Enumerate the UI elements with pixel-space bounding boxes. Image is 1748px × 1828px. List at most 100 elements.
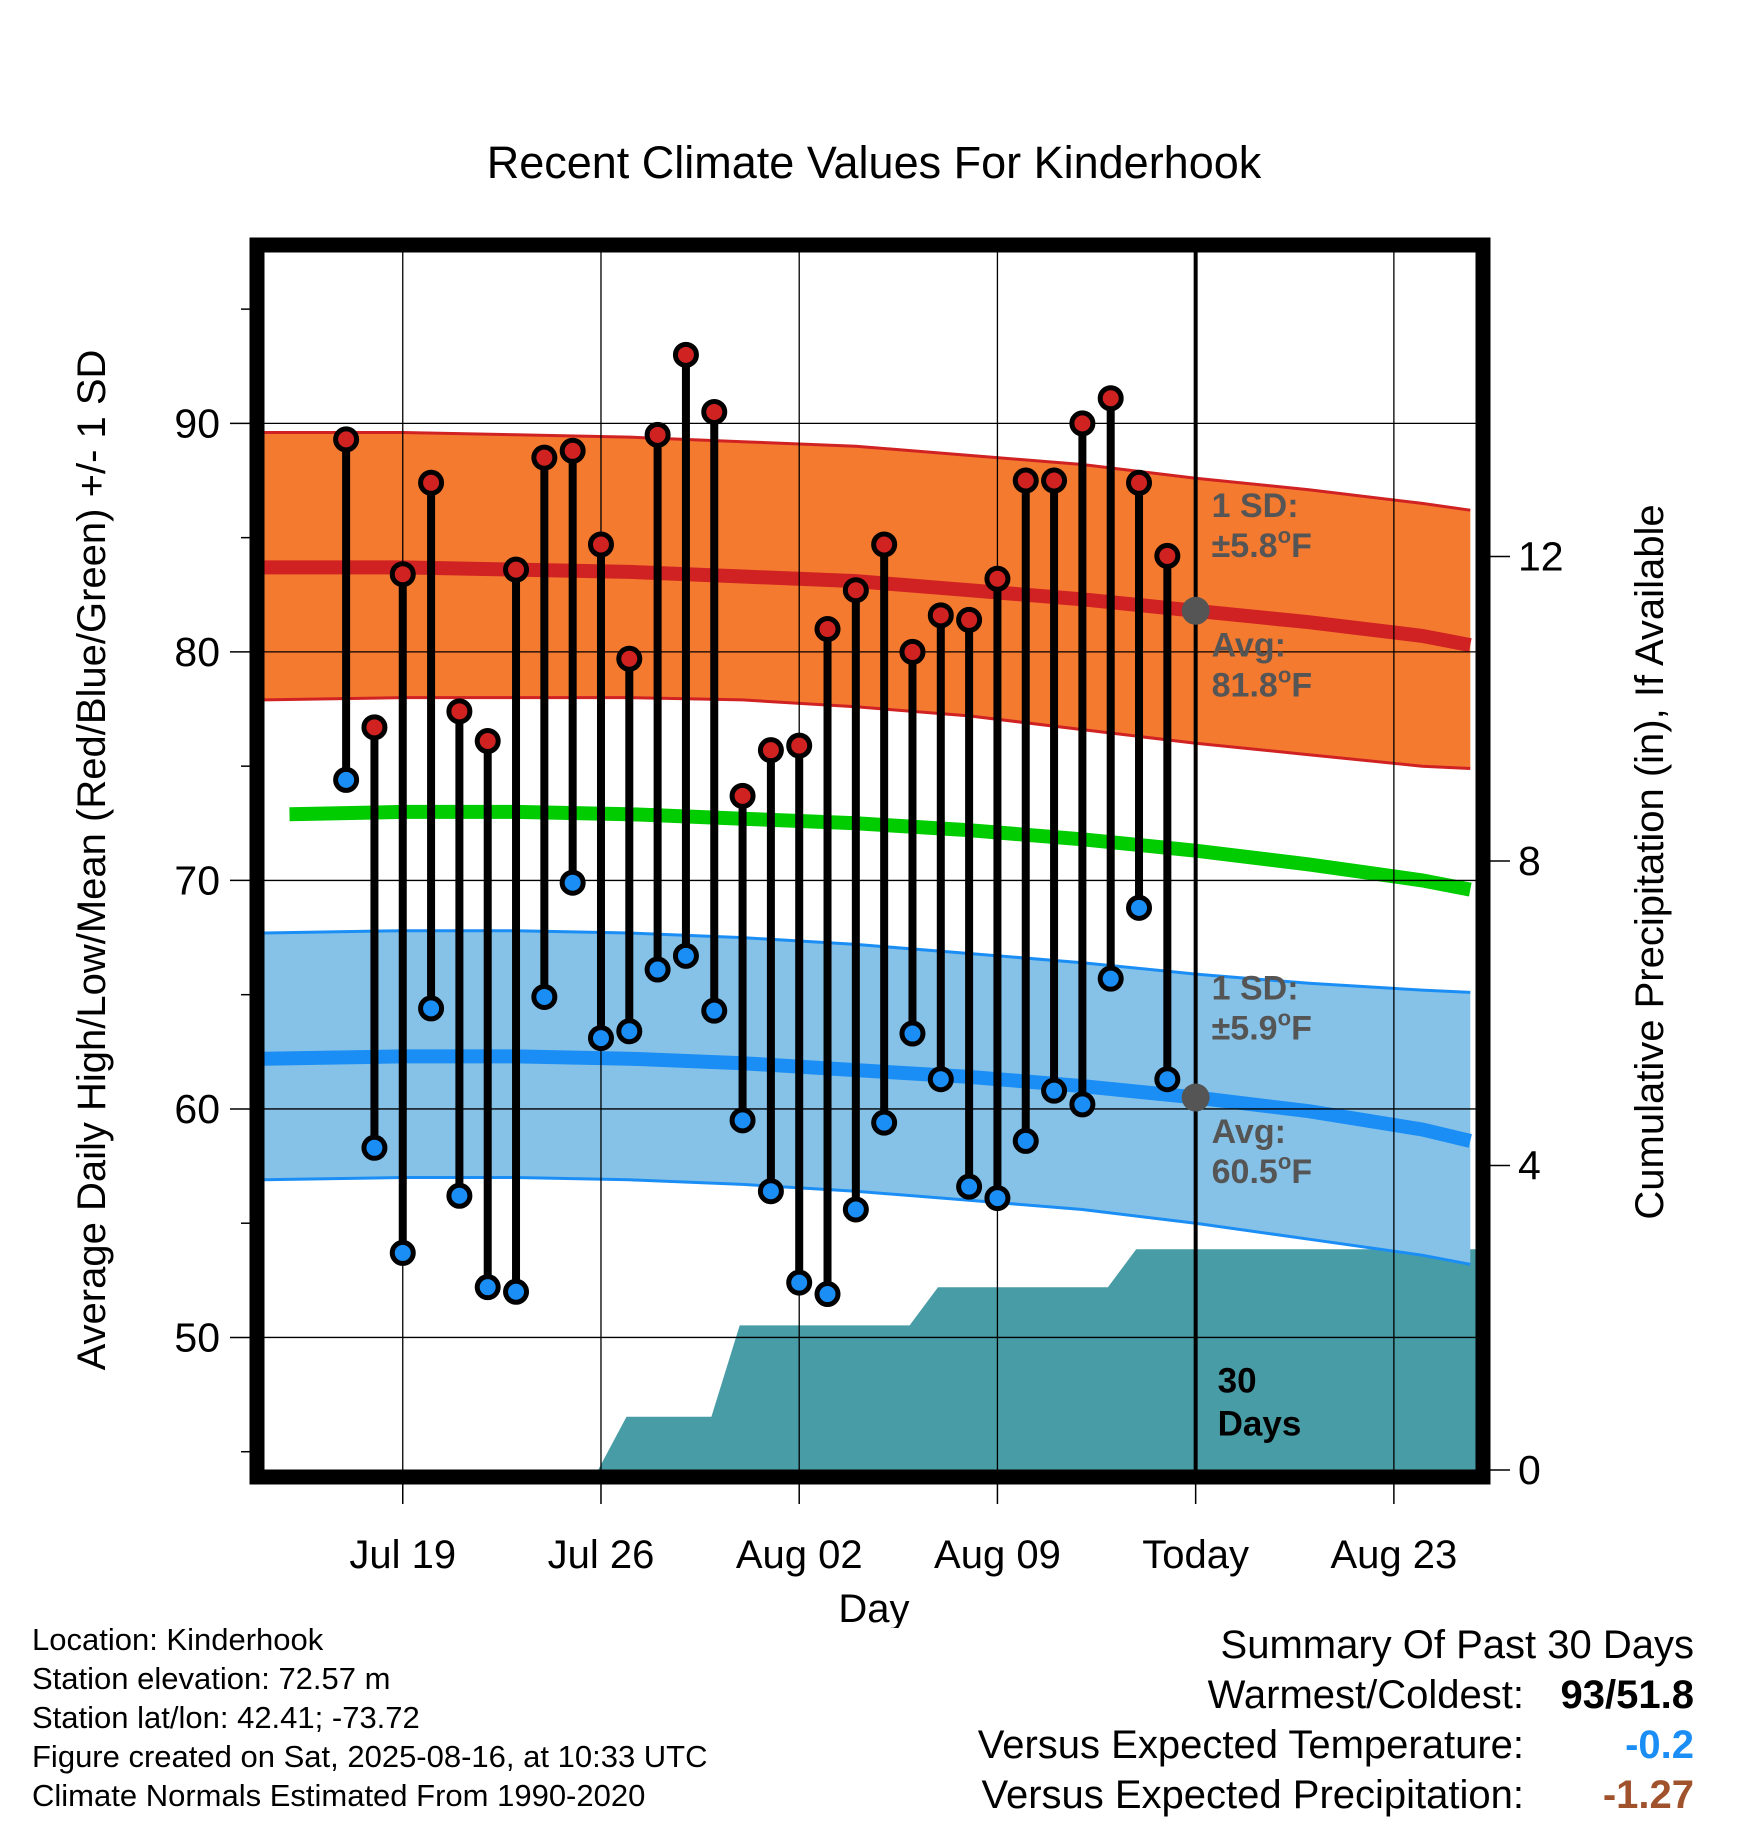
daily-high-point bbox=[474, 728, 501, 755]
chart-title: Recent Climate Values For Kinderhook bbox=[487, 137, 1262, 188]
low-avg-annotation: 60.5oF bbox=[1212, 1149, 1312, 1191]
daily-low-point bbox=[1012, 1127, 1039, 1154]
daily-high-point bbox=[1126, 469, 1153, 496]
summary-panel: Summary Of Past 30 Days Warmest/Coldest:… bbox=[978, 1620, 1694, 1820]
x-tick-label: Aug 23 bbox=[1330, 1533, 1457, 1577]
station-info: Location: Kinderhook Station elevation: … bbox=[32, 1620, 708, 1815]
daily-low-point bbox=[1154, 1066, 1181, 1093]
daily-high-point bbox=[389, 561, 416, 588]
today-normal-high-marker bbox=[1181, 596, 1210, 625]
daily-low-point bbox=[446, 1182, 473, 1209]
normal-mean-line bbox=[289, 804, 1472, 897]
normal-low-avg-line bbox=[264, 1049, 1472, 1148]
warmest-coldest-value: 93/51.8 bbox=[1524, 1670, 1694, 1720]
y-left-tick-label: 50 bbox=[174, 1314, 220, 1360]
daily-low-point bbox=[984, 1185, 1011, 1212]
high-avg-annotation: Avg: bbox=[1212, 626, 1286, 664]
y-right-tick-label: 4 bbox=[1518, 1143, 1541, 1189]
daily-high-point bbox=[701, 398, 728, 425]
low-sd-annotation: ±5.9oF bbox=[1212, 1005, 1312, 1047]
daily-low-point bbox=[361, 1134, 388, 1161]
summary-warmest-coldest-row: Warmest/Coldest: 93/51.8 bbox=[978, 1670, 1694, 1720]
daily-high-point bbox=[1097, 385, 1124, 412]
x-tick-label: Jul 19 bbox=[349, 1533, 456, 1577]
y-right-tick-label: 8 bbox=[1518, 838, 1541, 884]
daily-low-point bbox=[927, 1066, 954, 1093]
daily-high-point bbox=[729, 782, 756, 809]
daily-low-point bbox=[1126, 894, 1153, 921]
high-avg-annotation: 81.8oF bbox=[1212, 662, 1312, 704]
daily-low-point bbox=[559, 869, 586, 896]
daily-low-point bbox=[418, 995, 445, 1022]
daily-high-point bbox=[531, 444, 558, 471]
precip-departure-value: -1.27 bbox=[1602, 1773, 1694, 1817]
warmest-value: 93 bbox=[1560, 1673, 1606, 1717]
daily-high-point bbox=[644, 421, 671, 448]
plot-area bbox=[264, 252, 1476, 1470]
temp-departure-value: -0.2 bbox=[1625, 1723, 1694, 1767]
today-days-label: 30 bbox=[1218, 1361, 1257, 1400]
warmest-coldest-slash: / bbox=[1605, 1673, 1617, 1717]
station-elevation: Station elevation: 72.57 m bbox=[32, 1661, 391, 1696]
daily-high-point bbox=[1154, 542, 1181, 569]
normal-low-lower-sd-line bbox=[264, 1176, 1471, 1266]
daily-low-point bbox=[729, 1107, 756, 1134]
climate-chart: Recent Climate Values For Kinderhook 1 S… bbox=[70, 137, 1672, 1628]
x-tick-label: Aug 09 bbox=[934, 1533, 1061, 1577]
y-left-tick-label: 60 bbox=[174, 1086, 220, 1132]
y-right-tick-label: 0 bbox=[1518, 1447, 1541, 1493]
daily-low-point bbox=[587, 1025, 614, 1052]
daily-high-point bbox=[1041, 467, 1068, 494]
today-normal-low-marker bbox=[1181, 1083, 1210, 1112]
plot-frame bbox=[249, 237, 1491, 1485]
daily-low-point bbox=[1069, 1091, 1096, 1118]
daily-high-point bbox=[418, 469, 445, 496]
daily-high-point bbox=[984, 565, 1011, 592]
daily-high-point bbox=[587, 531, 614, 558]
y-left-tick-label: 90 bbox=[174, 400, 220, 446]
precip-area bbox=[264, 1249, 1476, 1470]
daily-high-point bbox=[842, 577, 869, 604]
daily-low-point bbox=[616, 1018, 643, 1045]
daily-high-point bbox=[559, 437, 586, 464]
daily-low-point bbox=[899, 1020, 926, 1047]
daily-low-point bbox=[1041, 1077, 1068, 1104]
summary-temperature-row: Versus Expected Temperature: -0.2 bbox=[978, 1720, 1694, 1770]
x-axis-label: Day bbox=[838, 1587, 909, 1628]
x-tick-label: Today bbox=[1142, 1533, 1249, 1577]
daily-low-point bbox=[503, 1278, 530, 1305]
normal-high-upper-sd-line bbox=[264, 431, 1471, 512]
today-days-label: Days bbox=[1218, 1404, 1302, 1443]
daily-high-point bbox=[503, 556, 530, 583]
climate-normals-note: Climate Normals Estimated From 1990-2020 bbox=[32, 1778, 646, 1813]
daily-low-point bbox=[701, 997, 728, 1024]
daily-high-point bbox=[1012, 467, 1039, 494]
daily-high-point bbox=[814, 616, 841, 643]
daily-high-point bbox=[361, 714, 388, 741]
temp-departure-label: Versus Expected Temperature: bbox=[977, 1723, 1524, 1767]
daily-low-point bbox=[474, 1274, 501, 1301]
daily-low-point bbox=[333, 766, 360, 793]
daily-low-point bbox=[786, 1269, 813, 1296]
low-avg-annotation: Avg: bbox=[1212, 1113, 1286, 1151]
y-left-tick-label: 70 bbox=[174, 857, 220, 903]
x-tick-label: Aug 02 bbox=[736, 1533, 863, 1577]
daily-low-point bbox=[956, 1173, 983, 1200]
daily-low-point bbox=[672, 942, 699, 969]
daily-high-point bbox=[333, 426, 360, 453]
precip-departure-label: Versus Expected Precipitation: bbox=[981, 1773, 1524, 1817]
y-left-tick-label: 80 bbox=[174, 629, 220, 675]
daily-high-point bbox=[672, 341, 699, 368]
daily-high-point bbox=[616, 645, 643, 672]
daily-low-point bbox=[1097, 965, 1124, 992]
low-sd-annotation: 1 SD: bbox=[1212, 969, 1299, 1007]
normal-high-avg-line bbox=[264, 560, 1472, 652]
daily-low-point bbox=[757, 1178, 784, 1205]
station-location: Location: Kinderhook bbox=[32, 1622, 324, 1657]
normal-high-band bbox=[264, 432, 1471, 769]
daily-high-point bbox=[446, 698, 473, 725]
y-left-label: Average Daily High/Low/Mean (Red/Blue/Gr… bbox=[70, 350, 114, 1371]
summary-title: Summary Of Past 30 Days bbox=[1220, 1623, 1694, 1667]
warmest-coldest-label: Warmest/Coldest: bbox=[1207, 1673, 1524, 1717]
daily-high-point bbox=[927, 602, 954, 629]
